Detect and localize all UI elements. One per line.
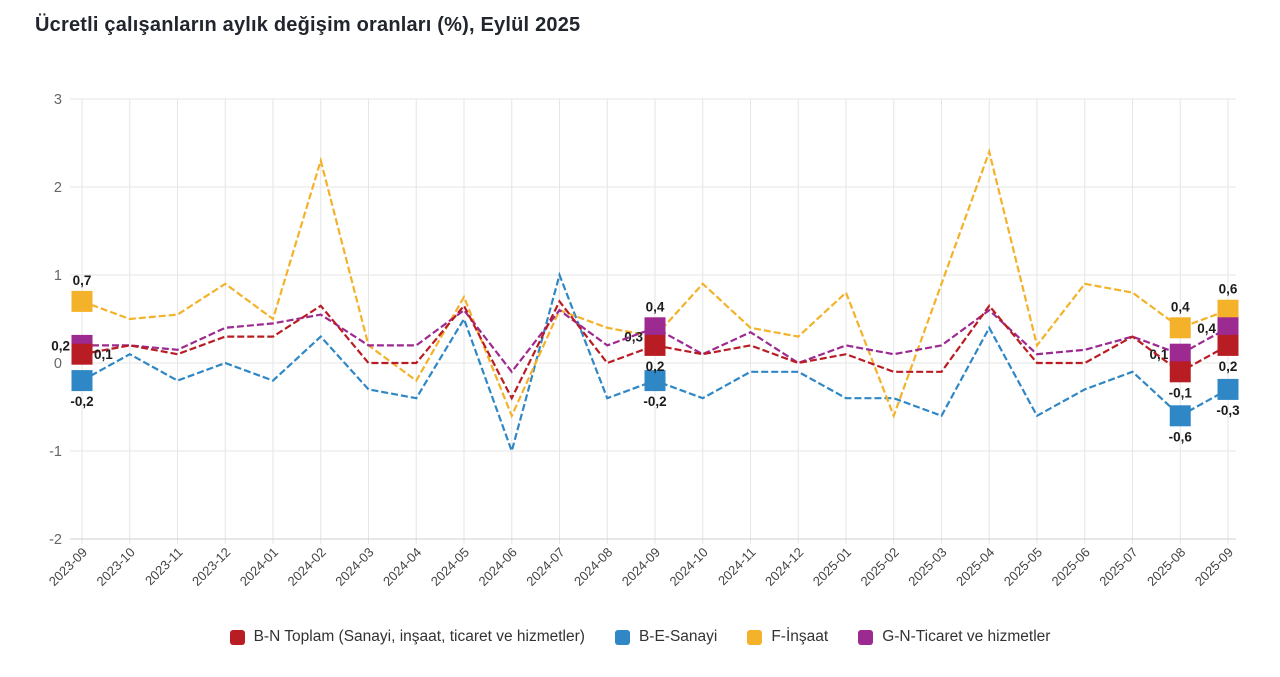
svg-text:2024-01: 2024-01 xyxy=(237,545,281,589)
svg-text:2024-12: 2024-12 xyxy=(762,545,806,589)
svg-text:2024-10: 2024-10 xyxy=(667,545,711,589)
legend-swatch-gn-ticaret xyxy=(858,629,874,645)
svg-text:2024-08: 2024-08 xyxy=(571,545,615,589)
marker-bn-toplam-2023-09[interactable] xyxy=(71,343,93,365)
svg-text:2025-08: 2025-08 xyxy=(1144,545,1188,589)
data-label-f-insaat-2024-09: 0,3 xyxy=(624,330,643,345)
svg-text:2025-09: 2025-09 xyxy=(1192,545,1236,589)
marker-gn-ticaret-2025-09[interactable] xyxy=(1217,317,1239,339)
series-bn-toplam: 0,1 0,2 -0,1 0,2 xyxy=(71,299,1239,401)
series-be-sanayi: -0,2 -0,2 -0,6 -0,3 xyxy=(70,271,1240,455)
data-label-be-sanayi-2025-09: -0,3 xyxy=(1216,403,1240,418)
legend-item-be-sanayi[interactable]: B-E-Sanayi xyxy=(614,628,718,646)
svg-text:2024-07: 2024-07 xyxy=(523,545,567,589)
svg-text:2025-07: 2025-07 xyxy=(1096,545,1140,589)
svg-text:2024-04: 2024-04 xyxy=(380,545,424,589)
marker-be-sanayi-2025-08[interactable] xyxy=(1169,405,1191,427)
svg-text:2024-05: 2024-05 xyxy=(428,545,472,589)
svg-text:-1: -1 xyxy=(49,444,62,460)
data-label-f-insaat-2025-09: 0,6 xyxy=(1219,282,1238,297)
marker-bn-toplam-2025-08[interactable] xyxy=(1169,361,1191,383)
legend-item-bn-toplam[interactable]: B-N Toplam (Sanayi, inşaat, ticaret ve h… xyxy=(229,628,585,646)
marker-gn-ticaret-2024-09[interactable] xyxy=(644,317,666,339)
data-label-gn-ticaret-2024-09: 0,4 xyxy=(646,299,665,314)
marker-be-sanayi-2024-09[interactable] xyxy=(644,370,666,392)
legend-label-bn-toplam: B-N Toplam (Sanayi, inşaat, ticaret ve h… xyxy=(253,628,585,645)
data-label-gn-ticaret-2025-09: 0,4 xyxy=(1197,321,1216,336)
svg-text:2023-10: 2023-10 xyxy=(94,545,138,589)
svg-text:2025-03: 2025-03 xyxy=(905,545,949,589)
svg-text:2024-06: 2024-06 xyxy=(476,545,520,589)
data-label-be-sanayi-2024-09: -0,2 xyxy=(643,394,666,409)
marker-bn-toplam-2024-09[interactable] xyxy=(644,334,666,356)
svg-text:2025-01: 2025-01 xyxy=(810,545,854,589)
svg-text:0: 0 xyxy=(54,356,62,372)
data-label-bn-toplam-2024-09: 0,2 xyxy=(646,359,665,374)
data-label-be-sanayi-2023-09: -0,2 xyxy=(70,394,93,409)
svg-text:2025-06: 2025-06 xyxy=(1049,545,1093,589)
data-label-gn-ticaret-2023-09: 0,2 xyxy=(51,338,70,353)
svg-text:3: 3 xyxy=(54,92,62,108)
svg-text:2025-04: 2025-04 xyxy=(953,545,997,589)
marker-be-sanayi-2025-09[interactable] xyxy=(1217,378,1239,400)
svg-text:-2: -2 xyxy=(49,532,62,548)
legend-swatch-f-insaat xyxy=(747,629,763,645)
data-label-f-insaat-2025-08: 0,4 xyxy=(1171,299,1190,314)
svg-text:2023-11: 2023-11 xyxy=(142,545,186,589)
legend-label-f-insaat: F-İnşaat xyxy=(771,628,829,645)
data-label-bn-toplam-2025-09: 0,2 xyxy=(1219,359,1238,374)
data-label-f-insaat-2023-09: 0,7 xyxy=(73,273,92,288)
svg-text:2024-02: 2024-02 xyxy=(285,545,329,589)
svg-text:2025-02: 2025-02 xyxy=(858,545,902,589)
marker-bn-toplam-2025-09[interactable] xyxy=(1217,334,1239,356)
svg-text:2024-03: 2024-03 xyxy=(332,545,376,589)
legend-label-gn-ticaret: G-N-Ticaret ve hizmetler xyxy=(882,628,1051,645)
legend-item-gn-ticaret[interactable]: G-N-Ticaret ve hizmetler xyxy=(858,628,1050,646)
svg-text:2023-09: 2023-09 xyxy=(46,545,90,589)
marker-gn-ticaret-2025-08[interactable] xyxy=(1169,343,1191,365)
chart-legend: B-N Toplam (Sanayi, inşaat, ticaret ve h… xyxy=(0,628,1280,646)
data-label-bn-toplam-2025-08: -0,1 xyxy=(1169,385,1193,400)
svg-text:1: 1 xyxy=(54,268,62,284)
legend-swatch-be-sanayi xyxy=(614,629,630,645)
marker-be-sanayi-2023-09[interactable] xyxy=(71,370,93,392)
svg-text:2: 2 xyxy=(54,180,62,196)
chart-title: Ücretli çalışanların aylık değişim oranl… xyxy=(35,14,581,36)
marker-f-insaat-2025-08[interactable] xyxy=(1169,317,1191,339)
legend-label-be-sanayi: B-E-Sanayi xyxy=(638,628,718,645)
y-axis-labels: 3 2 1 0 -1 -2 xyxy=(49,92,62,548)
marker-f-insaat-2023-09[interactable] xyxy=(71,290,93,312)
data-label-be-sanayi-2025-08: -0,6 xyxy=(1169,429,1193,444)
data-label-bn-toplam-2023-09: 0,1 xyxy=(94,347,113,362)
marker-f-insaat-2025-09[interactable] xyxy=(1217,299,1239,321)
legend-swatch-bn-toplam xyxy=(229,629,245,645)
svg-text:2025-05: 2025-05 xyxy=(1001,545,1045,589)
x-axis-labels: 2023-09 2023-10 2023-11 2023-12 2024-01 2024-… xyxy=(46,545,1236,589)
svg-text:2024-09: 2024-09 xyxy=(619,545,663,589)
svg-text:2023-12: 2023-12 xyxy=(189,545,233,589)
legend-item-f-insaat[interactable]: F-İnşaat xyxy=(747,628,828,646)
svg-text:2024-11: 2024-11 xyxy=(715,545,759,589)
